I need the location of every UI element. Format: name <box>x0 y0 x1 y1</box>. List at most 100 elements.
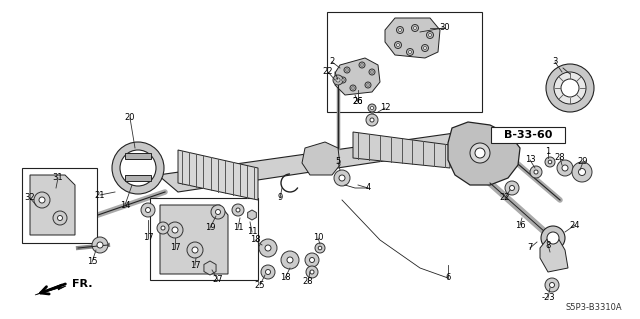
Text: 18: 18 <box>250 235 260 244</box>
Text: 1: 1 <box>545 147 550 157</box>
Circle shape <box>305 253 319 267</box>
Circle shape <box>541 226 565 250</box>
Text: S5P3-B3310A: S5P3-B3310A <box>565 303 622 313</box>
Circle shape <box>579 168 586 175</box>
Circle shape <box>546 64 594 112</box>
Circle shape <box>365 82 371 88</box>
Text: 11: 11 <box>233 224 243 233</box>
Circle shape <box>561 79 579 97</box>
Circle shape <box>369 69 375 75</box>
Circle shape <box>34 192 50 208</box>
Circle shape <box>572 162 592 182</box>
Text: 27: 27 <box>212 276 223 285</box>
Text: 9: 9 <box>277 194 283 203</box>
Circle shape <box>361 64 364 66</box>
Polygon shape <box>335 58 380 95</box>
Polygon shape <box>540 238 568 272</box>
Text: 29: 29 <box>578 158 588 167</box>
Circle shape <box>236 208 240 212</box>
Text: 32: 32 <box>25 194 35 203</box>
Polygon shape <box>158 128 510 192</box>
Polygon shape <box>178 150 258 200</box>
Polygon shape <box>35 284 66 295</box>
Circle shape <box>550 283 554 287</box>
Circle shape <box>261 265 275 279</box>
Circle shape <box>58 216 63 220</box>
Circle shape <box>367 84 369 86</box>
Circle shape <box>554 72 586 104</box>
Circle shape <box>505 181 519 195</box>
Polygon shape <box>30 175 75 235</box>
Text: 8: 8 <box>545 241 550 249</box>
Text: 7: 7 <box>527 243 532 253</box>
Bar <box>22 168 97 243</box>
Circle shape <box>370 118 374 122</box>
Circle shape <box>397 44 399 46</box>
Circle shape <box>97 242 103 248</box>
Circle shape <box>310 270 314 274</box>
Text: 26: 26 <box>353 98 364 107</box>
Circle shape <box>287 257 293 263</box>
Text: 2: 2 <box>330 57 335 66</box>
Circle shape <box>161 226 165 230</box>
Circle shape <box>408 51 412 53</box>
Circle shape <box>475 148 485 158</box>
Text: 19: 19 <box>205 224 215 233</box>
Text: 25: 25 <box>255 280 265 290</box>
Circle shape <box>112 142 164 194</box>
Circle shape <box>422 44 429 51</box>
Text: 15: 15 <box>87 257 97 266</box>
Circle shape <box>371 107 374 110</box>
Text: 16: 16 <box>515 220 525 229</box>
Circle shape <box>318 246 322 250</box>
Circle shape <box>359 62 365 68</box>
Circle shape <box>157 222 169 234</box>
Circle shape <box>187 242 203 258</box>
Circle shape <box>339 175 345 181</box>
Polygon shape <box>160 205 228 274</box>
Circle shape <box>426 32 433 39</box>
Circle shape <box>310 257 314 263</box>
Circle shape <box>424 47 426 49</box>
Text: 17: 17 <box>143 234 154 242</box>
Text: 24: 24 <box>570 220 580 229</box>
Circle shape <box>366 114 378 126</box>
Circle shape <box>120 150 156 186</box>
Circle shape <box>192 247 198 253</box>
Polygon shape <box>385 18 440 58</box>
Polygon shape <box>353 132 450 168</box>
Circle shape <box>281 251 299 269</box>
Circle shape <box>352 87 354 89</box>
Text: FR.: FR. <box>72 279 93 289</box>
Text: 28: 28 <box>555 153 565 162</box>
Circle shape <box>315 243 325 253</box>
Text: 26: 26 <box>353 98 364 107</box>
Text: 31: 31 <box>52 174 63 182</box>
Text: 10: 10 <box>313 234 323 242</box>
Polygon shape <box>302 142 340 175</box>
Circle shape <box>141 203 155 217</box>
Circle shape <box>92 237 108 253</box>
Text: 22: 22 <box>323 68 333 77</box>
Circle shape <box>530 166 542 178</box>
Circle shape <box>562 165 568 171</box>
Circle shape <box>39 197 45 203</box>
Text: 11: 11 <box>247 227 257 236</box>
Text: 22: 22 <box>500 194 510 203</box>
Circle shape <box>232 204 244 216</box>
Circle shape <box>53 211 67 225</box>
Circle shape <box>216 210 221 214</box>
Circle shape <box>413 26 417 29</box>
Circle shape <box>266 270 271 275</box>
Bar <box>150 198 258 280</box>
Polygon shape <box>248 210 257 220</box>
Circle shape <box>344 67 350 73</box>
Circle shape <box>336 78 340 82</box>
Circle shape <box>350 85 356 91</box>
FancyBboxPatch shape <box>491 127 565 143</box>
Circle shape <box>397 26 403 33</box>
Circle shape <box>368 104 376 112</box>
Text: 18: 18 <box>280 273 291 283</box>
Circle shape <box>211 205 225 219</box>
Circle shape <box>412 25 419 32</box>
